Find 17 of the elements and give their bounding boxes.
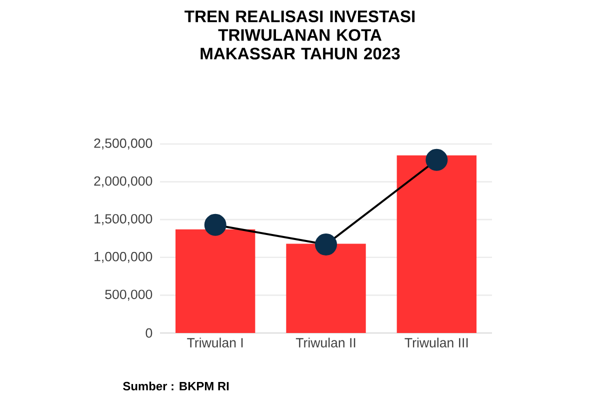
y-tick-label: 2,500,000: [94, 138, 152, 150]
y-tick-label: 1,500,000: [94, 214, 152, 226]
y-tick-label: 0: [146, 328, 152, 338]
bar: [175, 229, 256, 333]
y-tick-label: 2,000,000: [94, 176, 152, 188]
x-tick-label: Triwulan I: [187, 338, 243, 348]
point: [315, 234, 337, 256]
point: [204, 214, 226, 236]
x-tick-label: Triwulan III: [404, 338, 468, 348]
x-tick-label: Triwulan II: [296, 338, 356, 348]
point: [426, 148, 448, 171]
y-tick-label: 500,000: [105, 290, 152, 301]
y-tick-label: 1,000,000: [94, 252, 152, 263]
chart-title: TREN REALISASI INVESTASI TRIWULANAN KOTA MAKASSAR TAHUN 2023: [184, 10, 415, 60]
bar: [396, 155, 477, 333]
text: Sumber : BKPM RI: [123, 382, 229, 390]
bar: [286, 244, 366, 333]
